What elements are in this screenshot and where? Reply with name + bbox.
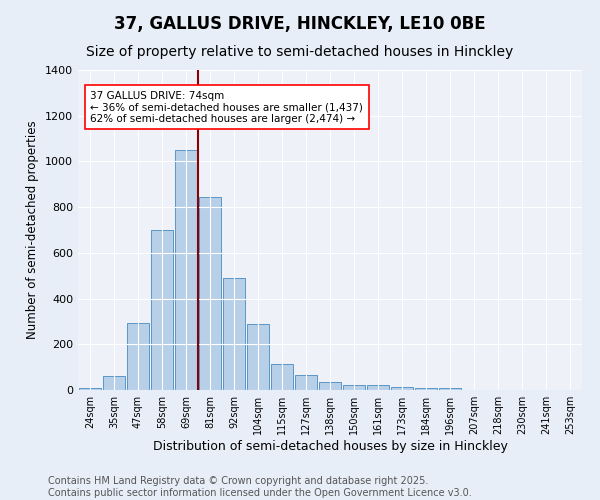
Text: 37, GALLUS DRIVE, HINCKLEY, LE10 0BE: 37, GALLUS DRIVE, HINCKLEY, LE10 0BE bbox=[114, 15, 486, 33]
Text: Contains HM Land Registry data © Crown copyright and database right 2025.
Contai: Contains HM Land Registry data © Crown c… bbox=[48, 476, 472, 498]
Bar bbox=[439, 388, 461, 390]
Y-axis label: Number of semi-detached properties: Number of semi-detached properties bbox=[26, 120, 40, 340]
Bar bbox=[79, 388, 101, 390]
Bar bbox=[367, 386, 389, 390]
Bar bbox=[295, 375, 317, 390]
Bar bbox=[247, 324, 269, 390]
Bar bbox=[199, 197, 221, 390]
Bar bbox=[415, 388, 437, 390]
Bar bbox=[343, 386, 365, 390]
Bar bbox=[175, 150, 197, 390]
Bar bbox=[391, 386, 413, 390]
X-axis label: Distribution of semi-detached houses by size in Hinckley: Distribution of semi-detached houses by … bbox=[152, 440, 508, 453]
Bar bbox=[103, 376, 125, 390]
Bar bbox=[127, 322, 149, 390]
Bar bbox=[319, 382, 341, 390]
Bar bbox=[271, 364, 293, 390]
Bar bbox=[223, 278, 245, 390]
Bar bbox=[151, 230, 173, 390]
Text: Size of property relative to semi-detached houses in Hinckley: Size of property relative to semi-detach… bbox=[86, 45, 514, 59]
Text: 37 GALLUS DRIVE: 74sqm
← 36% of semi-detached houses are smaller (1,437)
62% of : 37 GALLUS DRIVE: 74sqm ← 36% of semi-det… bbox=[91, 90, 364, 124]
